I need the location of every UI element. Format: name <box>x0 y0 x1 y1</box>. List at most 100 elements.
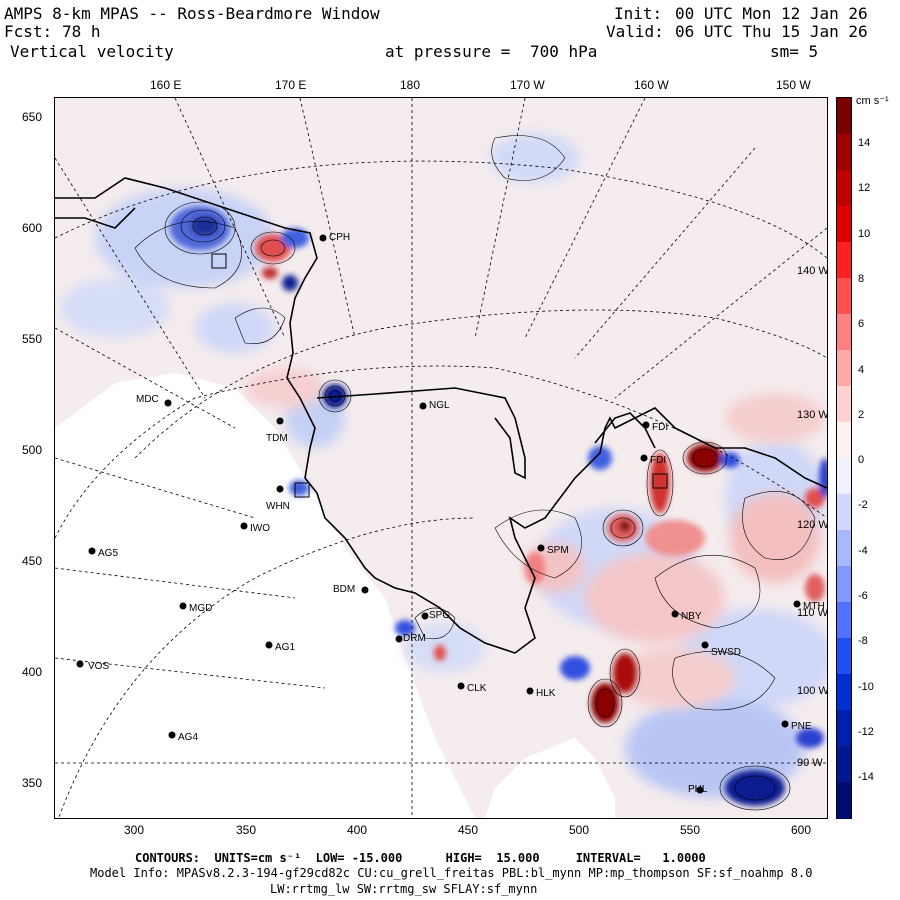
plot-title: AMPS 8-km MPAS -- Ross-Beardmore Window <box>4 4 380 23</box>
station-marker-tdm[interactable] <box>276 417 284 425</box>
x-tick-300: 300 <box>124 823 145 837</box>
colorbar-label: 12 <box>858 182 871 195</box>
station-marker-fdi[interactable] <box>640 454 648 462</box>
station-marker-pne[interactable] <box>781 720 789 728</box>
station-label-mth: MTH <box>803 601 825 612</box>
meridian-label-layer: 140 W 130 W 120 W 110 W 100 W 90 W <box>797 265 827 769</box>
colorbar-label: -8 <box>858 635 868 648</box>
station-label-spm: SPM <box>547 545 569 556</box>
forecast-hour: 78 h <box>62 22 101 41</box>
map-svg: CPH NGL TDM MDC WHN IWO AG5 MGD AG1 VOS AG4 BDM SPG D… <box>55 98 827 818</box>
contour-lines <box>134 135 816 811</box>
colorbar-swatch <box>837 170 851 207</box>
station-marker-iwo[interactable] <box>240 522 248 530</box>
station-layer: CPH NGL TDM MDC WHN IWO AG5 MGD AG1 VOS AG4 BDM SPG D… <box>76 232 825 795</box>
station-label-nby: NBY <box>681 611 702 622</box>
station-marker-fdi[interactable] <box>642 421 650 429</box>
colorbar-swatch <box>837 710 851 747</box>
colorbar-swatch <box>837 206 851 243</box>
station-label-mdc: MDC <box>136 394 159 405</box>
station-marker-swsd[interactable] <box>701 641 709 649</box>
station-marker-cph[interactable] <box>319 234 327 242</box>
station-label-fdi: FDI <box>650 455 666 466</box>
station-label-whn: WHN <box>266 501 290 512</box>
coastline <box>55 177 827 654</box>
station-marker-hlk[interactable] <box>526 687 534 695</box>
station-marker-ag1[interactable] <box>265 641 273 649</box>
lon-label-170w: 170 W <box>510 78 545 92</box>
colorbar-label: 6 <box>858 318 865 331</box>
colorbar-swatch <box>837 458 851 495</box>
colorbar-swatch <box>837 494 851 531</box>
station-label-iwo: IWO <box>250 523 270 534</box>
x-tick-550: 550 <box>680 823 701 837</box>
colorbar-swatch <box>837 674 851 711</box>
lon-label-160w: 160 W <box>634 78 669 92</box>
station-marker-spm[interactable] <box>537 544 545 552</box>
station-label-clk: CLK <box>467 683 487 694</box>
colorbar-label: 10 <box>858 227 871 240</box>
colorbar-swatch <box>837 638 851 675</box>
station-marker-vos[interactable] <box>76 660 84 668</box>
x-tick-500: 500 <box>569 823 590 837</box>
colorbar-label: -12 <box>858 725 874 738</box>
station-marker-clk[interactable] <box>457 682 465 690</box>
init-time: 00 UTC Mon 12 Jan 26 <box>675 4 868 23</box>
valid-time: 06 UTC Thu 15 Jan 26 <box>675 22 868 41</box>
station-label-swsd: SWSD <box>711 647 741 658</box>
station-marker-nby[interactable] <box>671 610 679 618</box>
station-label-ngl: NGL <box>429 400 450 411</box>
colorbar-swatch <box>837 782 851 819</box>
y-tick-350: 350 <box>22 776 43 790</box>
nodata-region-2 <box>485 738 615 818</box>
station-label-vos: VOS <box>88 661 109 672</box>
grid-markers <box>211 253 668 498</box>
station-marker-whn[interactable] <box>276 485 284 493</box>
meridian-label: 130 W <box>797 409 827 421</box>
station-label-ag4: AG4 <box>178 732 198 743</box>
station-marker-mth[interactable] <box>793 600 801 608</box>
strong-anomalies <box>170 206 827 806</box>
meridian-label: 140 W <box>797 265 827 277</box>
station-marker-spg[interactable] <box>421 612 429 620</box>
y-tick-500: 500 <box>22 443 43 457</box>
station-label-mgd: MGD <box>189 603 212 614</box>
colorbar-label: -14 <box>858 771 874 784</box>
station-marker-phl[interactable] <box>696 786 704 794</box>
smoothing: sm= 5 <box>770 42 819 61</box>
y-tick-650: 650 <box>22 110 43 124</box>
station-marker-ag5[interactable] <box>88 547 96 555</box>
colorbar-label: -4 <box>858 544 868 557</box>
station-label-fdi: FDI <box>652 422 668 433</box>
colorbar-swatch <box>837 242 851 279</box>
graticule <box>55 98 827 818</box>
meridian-label: 120 W <box>797 519 827 531</box>
colorbar-label: -2 <box>858 499 868 512</box>
colorbar-label: 8 <box>858 272 865 285</box>
station-label-bdm: BDM <box>333 584 355 595</box>
colorbar-label: -6 <box>858 590 868 602</box>
station-marker-ag4[interactable] <box>168 731 176 739</box>
x-tick-450: 450 <box>458 823 479 837</box>
station-marker-bdm[interactable] <box>361 586 369 594</box>
station-marker-drm[interactable] <box>395 635 403 643</box>
lon-label-160e: 160 E <box>150 78 182 92</box>
station-label-drm: DRM <box>403 633 426 644</box>
colorbar-swatch <box>837 98 851 135</box>
y-tick-450: 450 <box>22 554 43 568</box>
field-name: Vertical velocity <box>10 42 174 61</box>
colorbar <box>836 97 852 819</box>
station-marker-ngl[interactable] <box>419 402 427 410</box>
station-marker-mgd[interactable] <box>179 602 187 610</box>
colorbar-label: 4 <box>858 363 865 376</box>
colorbar-label: 14 <box>858 137 871 149</box>
map-plot[interactable]: CPH NGL TDM MDC WHN IWO AG5 MGD AG1 VOS AG4 BDM SPG D… <box>54 97 828 819</box>
station-marker-mdc[interactable] <box>164 399 172 407</box>
pressure-label: at pressure = <box>385 42 511 61</box>
meridian-label: 100 W <box>797 685 827 697</box>
meridian-label: 90 W <box>797 757 823 769</box>
station-label-cph: CPH <box>329 232 350 243</box>
colorbar-swatch <box>837 134 851 171</box>
nodata-region <box>55 373 475 818</box>
init-label: Init: <box>614 4 663 23</box>
